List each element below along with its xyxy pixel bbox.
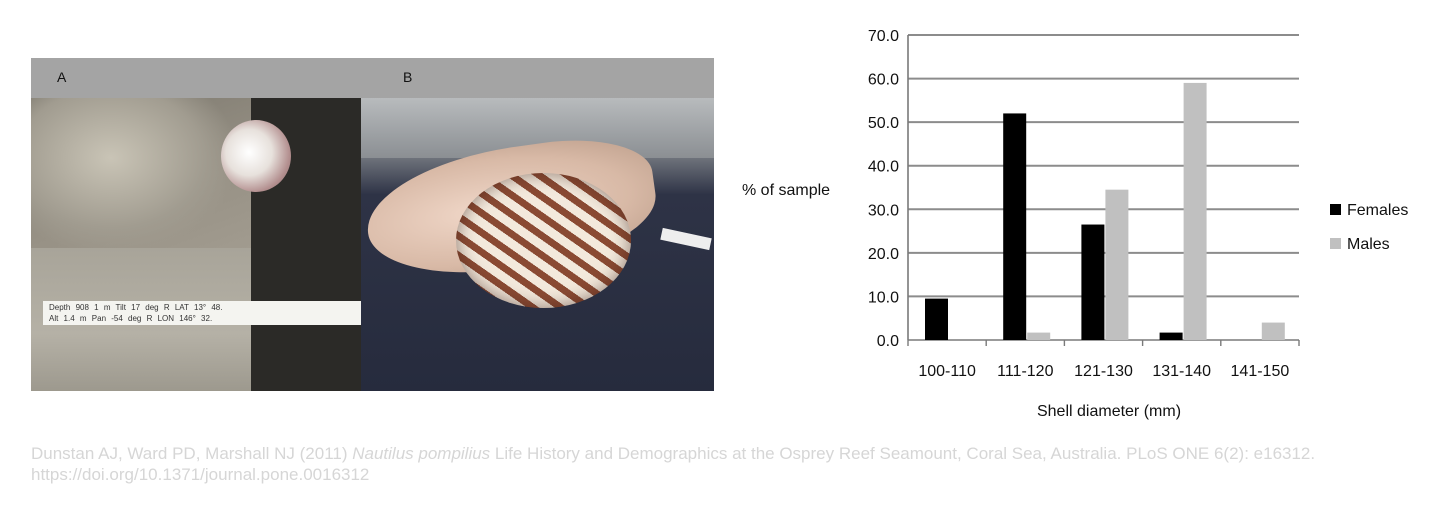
gridlines <box>907 34 1300 346</box>
x-tick-label: 141-150 <box>1231 363 1290 380</box>
legend: Females Males <box>1330 202 1408 253</box>
citation-species: Nautilus pompilius <box>352 444 491 463</box>
camera-data-overlay: Depth 908 1 m Tilt 17 deg R LAT 13° 48. … <box>43 301 361 325</box>
bar-females-121-130 <box>1081 224 1105 340</box>
panel-a-label: A <box>57 69 67 85</box>
bar-males-121-130 <box>1105 189 1129 340</box>
y-axis-label: % of sample <box>742 182 830 199</box>
rock-texture <box>31 98 231 248</box>
bar-chart: 0.0 10.0 20.0 30.0 40.0 50.0 60.0 70.0 100-110 11… <box>742 28 1408 420</box>
bars <box>925 82 1285 340</box>
x-tick-label: 111-120 <box>997 363 1053 380</box>
bar-males-131-140 <box>1183 82 1207 340</box>
citation: Dunstan AJ, Ward PD, Marshall NJ (2011) … <box>31 443 1421 485</box>
legend-label-females: Females <box>1347 202 1408 219</box>
photo-panel: A B Depth 908 1 m Tilt 17 deg R LAT 13° … <box>31 58 714 391</box>
x-tick-label: 121-130 <box>1074 363 1133 380</box>
legend-label-males: Males <box>1347 236 1390 253</box>
citation-rest: Life History and Demographics at the Osp… <box>31 444 1316 484</box>
overlay-row-2: Alt 1.4 m Pan -54 deg R LON 146° 32. <box>49 314 213 323</box>
x-tick-label: 131-140 <box>1152 363 1211 380</box>
legend-swatch-males <box>1330 238 1341 249</box>
nautilus-shell-a <box>221 120 291 192</box>
y-tick-label: 0.0 <box>877 333 899 350</box>
citation-authors: Dunstan AJ, Ward PD, Marshall NJ (2011) <box>31 444 353 463</box>
bar-males-141-150 <box>1261 322 1285 340</box>
y-tick-label: 70.0 <box>868 28 899 45</box>
bar-females-111-120 <box>1003 113 1027 340</box>
y-tick-label: 30.0 <box>868 202 899 219</box>
y-tick-label: 60.0 <box>868 72 899 89</box>
photo-nautilus-in-hand <box>361 98 714 391</box>
overlay-row-1: Depth 908 1 m Tilt 17 deg R LAT 13° 48. <box>49 303 223 312</box>
photo-nautilus-in-situ: Depth 908 1 m Tilt 17 deg R LAT 13° 48. … <box>31 98 361 391</box>
x-axis-label: Shell diameter (mm) <box>1037 403 1181 420</box>
legend-swatch-females <box>1330 204 1341 215</box>
panel-b-label: B <box>403 69 413 85</box>
nautilus-shell-b <box>456 173 631 308</box>
y-tick-label: 50.0 <box>868 115 899 132</box>
pen <box>660 227 712 251</box>
y-tick-label: 40.0 <box>868 159 899 176</box>
axis-ticks: 0.0 10.0 20.0 30.0 40.0 50.0 60.0 70.0 100-110 11… <box>868 28 1290 380</box>
y-tick-label: 10.0 <box>868 289 899 306</box>
x-tick-label: 100-110 <box>918 363 976 380</box>
bar-females-131-140 <box>1159 332 1183 340</box>
y-tick-label: 20.0 <box>868 246 899 263</box>
bar-males-111-120 <box>1027 332 1051 340</box>
bar-females-100-110 <box>925 298 948 340</box>
